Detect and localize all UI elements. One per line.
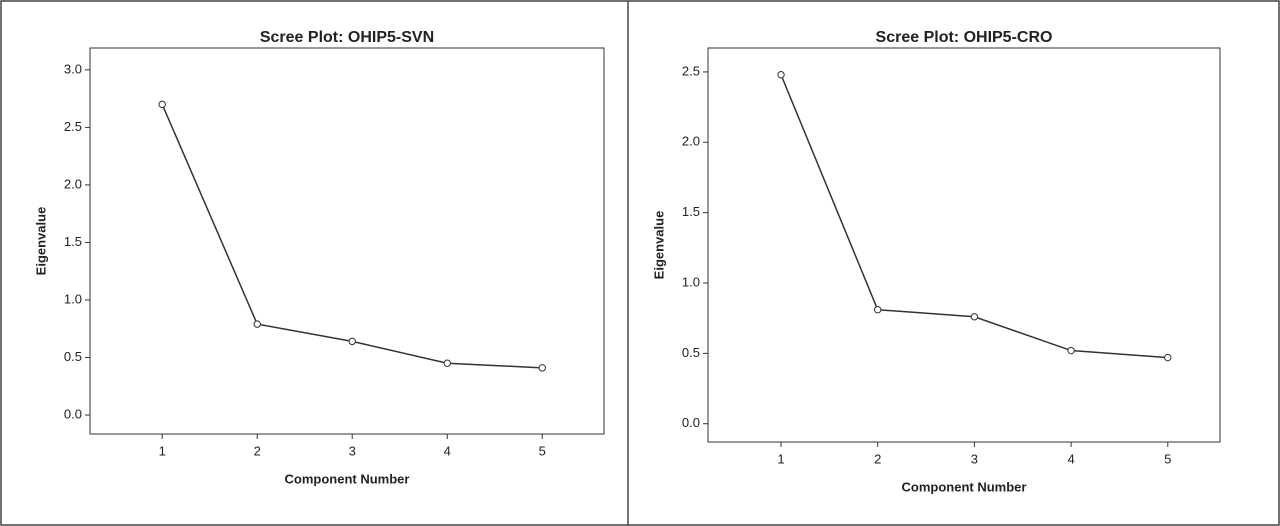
point (970, 313, 979, 321)
chart-title: Scree Plot: OHIP5-CRO (876, 29, 1053, 46)
y-tick-label: 2.0 (682, 134, 700, 149)
point (873, 306, 882, 314)
y-axis-title: Eigenvalue (651, 211, 666, 280)
point (777, 71, 785, 79)
plot-area (89, 47, 605, 435)
x-tick-label: 2 (874, 451, 881, 466)
x-tick-label: 4 (444, 443, 451, 458)
x-tick-label: 2 (254, 443, 261, 458)
y-tick-label: 0.0 (64, 406, 82, 421)
y-tick-label: 0.5 (64, 349, 82, 364)
point (253, 320, 261, 328)
y-tick-label: 2.5 (682, 63, 700, 78)
point (1067, 346, 1075, 355)
point (1164, 353, 1172, 362)
y-tick-label: 2.0 (64, 176, 82, 191)
x-axis-title: Component Number (902, 479, 1027, 494)
y-tick-label: 0.0 (682, 415, 700, 430)
plot-area (707, 47, 1221, 443)
x-tick-label: 3 (349, 443, 356, 458)
x-tick-label: 1 (777, 451, 784, 466)
y-tick-label: 2.5 (64, 119, 82, 134)
y-tick-label: 1.0 (64, 291, 82, 306)
y-tick-label: 1.5 (64, 234, 82, 249)
x-tick-label: 3 (971, 451, 978, 466)
y-tick-label: 0.5 (682, 345, 700, 360)
x-axis-title: Component Number (285, 471, 410, 486)
x-tick-label: 1 (159, 443, 166, 458)
y-axis-title: Eigenvalue (33, 207, 48, 276)
x-tick-label: 5 (539, 443, 546, 458)
y-tick-label: 3.0 (64, 61, 82, 76)
x-tick-label: 4 (1067, 451, 1074, 466)
point (443, 359, 451, 367)
point (158, 100, 166, 109)
y-tick-label: 1.5 (682, 204, 700, 219)
point (538, 364, 546, 372)
x-tick-label: 5 (1164, 451, 1171, 466)
point (348, 337, 356, 346)
y-tick-label: 1.0 (682, 274, 700, 289)
chart-title: Scree Plot: OHIP5-SVN (260, 29, 434, 46)
